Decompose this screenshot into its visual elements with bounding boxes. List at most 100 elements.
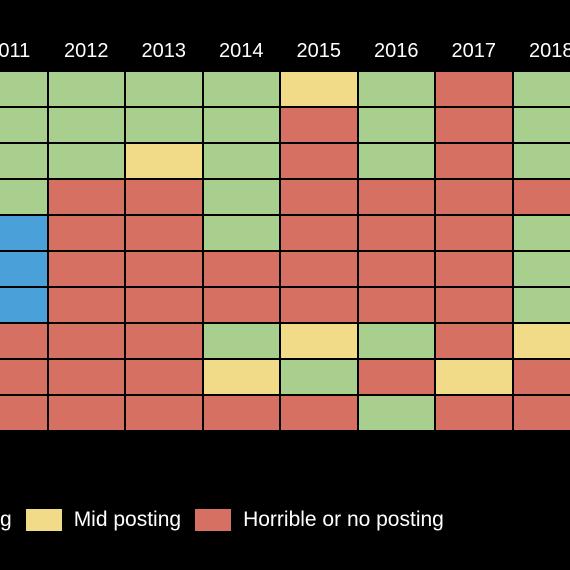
heatmap-row	[0, 71, 570, 107]
heatmap-cell	[280, 215, 358, 251]
heatmap-cell	[280, 251, 358, 287]
heatmap-cell	[0, 323, 48, 359]
heatmap-cell	[435, 359, 513, 395]
heatmap-cell	[0, 215, 48, 251]
year-label: 2017	[435, 40, 513, 63]
heatmap-cell	[280, 359, 358, 395]
heatmap-cell	[48, 323, 126, 359]
heatmap-cell	[280, 179, 358, 215]
heatmap-cell	[125, 395, 203, 431]
heatmap-cell	[125, 107, 203, 143]
heatmap-cell	[435, 107, 513, 143]
heatmap-cell	[48, 287, 126, 323]
legend-item-mid: Mid posting	[26, 508, 181, 532]
heatmap-cell	[358, 287, 436, 323]
heatmap-cell	[125, 323, 203, 359]
heatmap-cell	[203, 215, 281, 251]
year-label: 2018	[513, 40, 570, 63]
heatmap-cell	[48, 251, 126, 287]
heatmap-cell	[48, 215, 126, 251]
heatmap-row	[0, 395, 570, 431]
heatmap-cell	[435, 71, 513, 107]
heatmap-cell	[203, 143, 281, 179]
heatmap-cell	[125, 251, 203, 287]
heatmap-cell	[280, 143, 358, 179]
heatmap-cell	[125, 71, 203, 107]
heatmap-cell	[203, 323, 281, 359]
year-label: 2013	[125, 40, 203, 63]
heatmap-cell	[0, 359, 48, 395]
heatmap-cell	[358, 143, 436, 179]
heatmap-cell	[358, 323, 436, 359]
legend-label-horrible: Horrible or no posting	[243, 508, 444, 532]
heatmap-cell	[203, 287, 281, 323]
heatmap-cell	[513, 323, 570, 359]
heatmap-cell	[125, 287, 203, 323]
heatmap-cell	[48, 71, 126, 107]
heatmap-row	[0, 143, 570, 179]
heatmap-cell	[435, 179, 513, 215]
legend-swatch-mid	[26, 509, 62, 531]
heatmap-cell	[358, 179, 436, 215]
heatmap-cell	[203, 395, 281, 431]
heatmap-cell	[280, 71, 358, 107]
heatmap-cell	[513, 251, 570, 287]
heatmap-cell	[0, 71, 48, 107]
heatmap-row	[0, 323, 570, 359]
heatmap-chart: 20112012201320142015201620172018	[0, 40, 570, 431]
year-label: 2016	[358, 40, 436, 63]
heatmap-cell	[48, 395, 126, 431]
heatmap-cell	[435, 323, 513, 359]
heatmap-cell	[0, 395, 48, 431]
year-label: 2011	[0, 40, 48, 63]
heatmap-cell	[513, 179, 570, 215]
heatmap-cell	[203, 179, 281, 215]
heatmap-cell	[0, 179, 48, 215]
legend-label-mid: Mid posting	[74, 508, 181, 532]
heatmap-cell	[125, 359, 203, 395]
heatmap-cell	[513, 143, 570, 179]
legend-item-horrible: Horrible or no posting	[195, 508, 444, 532]
heatmap-cell	[0, 251, 48, 287]
heatmap-cell	[0, 287, 48, 323]
heatmap-cell	[203, 251, 281, 287]
heatmap-cell	[513, 287, 570, 323]
year-label: 2015	[280, 40, 358, 63]
heatmap-cell	[435, 395, 513, 431]
heatmap-cell	[48, 179, 126, 215]
heatmap-grid	[0, 71, 570, 431]
heatmap-cell	[513, 215, 570, 251]
heatmap-cell	[513, 395, 570, 431]
heatmap-row	[0, 359, 570, 395]
heatmap-cell	[358, 107, 436, 143]
heatmap-cell	[203, 107, 281, 143]
heatmap-cell	[280, 323, 358, 359]
heatmap-cell	[125, 179, 203, 215]
heatmap-cell	[358, 215, 436, 251]
heatmap-row	[0, 287, 570, 323]
heatmap-cell	[280, 287, 358, 323]
heatmap-cell	[513, 71, 570, 107]
year-label: 2014	[203, 40, 281, 63]
heatmap-cell	[358, 71, 436, 107]
heatmap-cell	[435, 251, 513, 287]
year-label: 2012	[48, 40, 126, 63]
heatmap-cell	[125, 143, 203, 179]
heatmap-row	[0, 215, 570, 251]
heatmap-cell	[203, 359, 281, 395]
heatmap-cell	[358, 359, 436, 395]
heatmap-cell	[0, 107, 48, 143]
heatmap-cell	[358, 395, 436, 431]
year-header-row: 20112012201320142015201620172018	[0, 40, 570, 63]
heatmap-cell	[48, 359, 126, 395]
heatmap-cell	[435, 287, 513, 323]
heatmap-row	[0, 251, 570, 287]
heatmap-cell	[0, 143, 48, 179]
heatmap-cell	[48, 107, 126, 143]
legend-partial-label: g	[0, 508, 12, 532]
heatmap-cell	[358, 251, 436, 287]
heatmap-row	[0, 107, 570, 143]
heatmap-cell	[513, 107, 570, 143]
heatmap-cell	[280, 107, 358, 143]
legend: g Mid posting Horrible or no posting	[0, 508, 570, 532]
